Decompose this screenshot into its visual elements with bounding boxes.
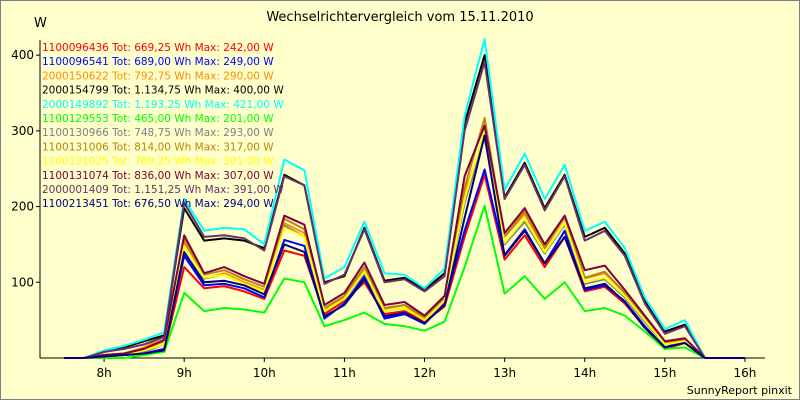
chart-title: Wechselrichtervergleich vom 15.11.2010: [266, 10, 534, 25]
x-tick-label: 8h: [96, 366, 111, 380]
legend-entry: 1100096436 Tot: 669,25 Wh Max: 242,00 W: [42, 42, 274, 54]
legend-entry: 1100130966 Tot: 748,75 Wh Max: 293,00 W: [42, 127, 274, 139]
series-line-9: [64, 129, 745, 359]
legend-entry: 2000149892 Tot: 1.193,25 Wh Max: 421,00 …: [42, 99, 284, 111]
series-line-11: [64, 61, 745, 359]
x-tick-label: 16h: [734, 366, 757, 380]
x-tick-label: 15h: [653, 366, 676, 380]
legend-entry: 1100131025 Tot: 769,25 Wh Max: 301,00 W: [42, 156, 274, 168]
y-axis-unit-label: W: [34, 16, 47, 31]
legend-entry: 1100131006 Tot: 814,00 Wh Max: 317,00 W: [42, 141, 274, 153]
x-tick-label: 10h: [253, 366, 276, 380]
series-line-12: [64, 134, 745, 359]
footer-credit: SunnyReport pinxit: [686, 384, 792, 397]
series-line-10: [64, 124, 745, 359]
x-tick-label: 11h: [333, 366, 356, 380]
x-tick-label: 14h: [573, 366, 596, 380]
legend-entry: 1100213451 Tot: 676,50 Wh Max: 294,00 W: [42, 198, 274, 210]
y-tick-label: 400: [11, 48, 34, 62]
legend-entry: 2000150622 Tot: 792,75 Wh Max: 290,00 W: [42, 70, 274, 82]
y-tick-label: 100: [11, 275, 34, 289]
legend-entry: 1100129553 Tot: 465,00 Wh Max: 201,00 W: [42, 113, 274, 125]
legend-entry: 1100131074 Tot: 836,00 Wh Max: 307,00 W: [42, 170, 274, 182]
x-tick-label: 12h: [413, 366, 436, 380]
legend-entry: 1100096541 Tot: 689,00 Wh Max: 249,00 W: [42, 56, 274, 68]
x-tick-label: 13h: [493, 366, 516, 380]
series-line-6: [64, 204, 745, 359]
legend-entry: 2000154799 Tot: 1.134,75 Wh Max: 400,00 …: [42, 85, 284, 97]
y-tick-label: 300: [11, 124, 34, 138]
legend-entry: 2000001409 Tot: 1.151,25 Wh Max: 391,00 …: [42, 184, 284, 196]
x-tick-label: 9h: [177, 366, 192, 380]
y-tick-label: 200: [11, 200, 34, 214]
